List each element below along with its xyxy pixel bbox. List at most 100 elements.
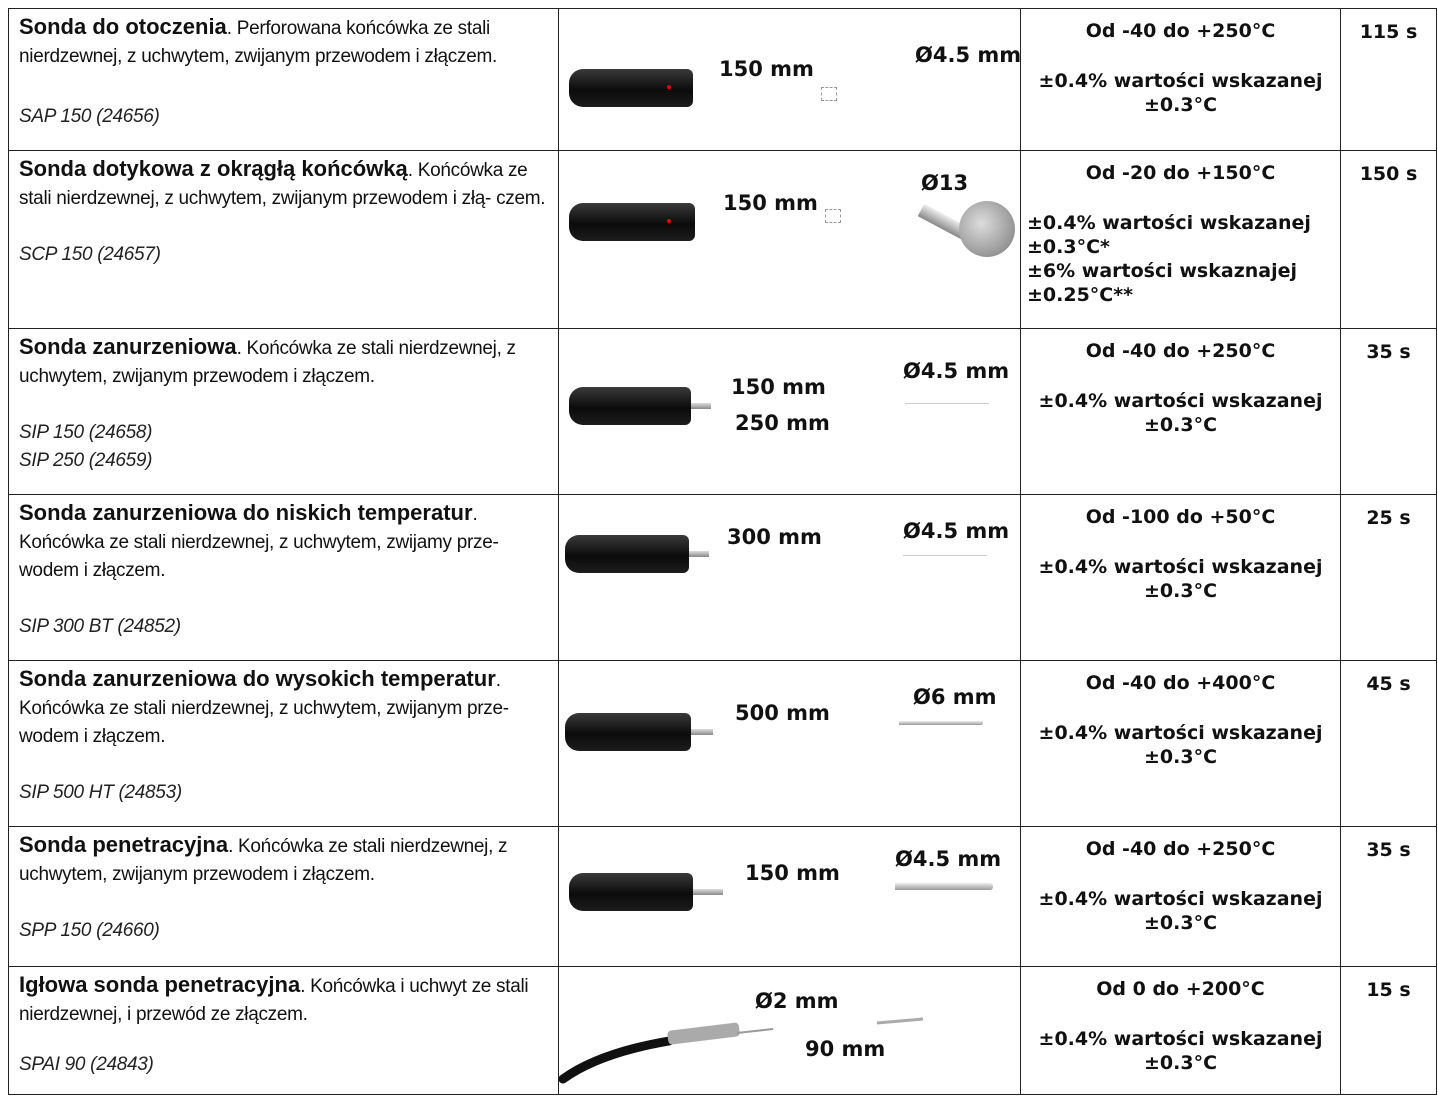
tip-image [689,551,709,557]
probe-desc-text: . Perforowana końcówka ze stali nierdzew… [19,18,497,67]
probe-illustration: Ø2 mm 90 mm [558,966,1021,1095]
response-time: 150 s [1340,150,1437,329]
table-row: Sonda zanurzeniowa. Końcówka ze stali ni… [8,328,1437,495]
spec-cell: Od -40 do +250°C ±0.4% wartości wskazane… [1020,8,1341,151]
length-label: 90 mm [805,1037,886,1061]
accuracy-line: ±0.4% wartości wskazanej [1038,556,1323,578]
probe-description: Sonda dotykowa z okrągłą końcówką. Końcó… [8,150,559,329]
probe-code: SIP 500 HT (24853) [19,782,182,803]
accuracy-line: ±6% wartości wskaznajej [1027,260,1298,282]
probe-desc-text: . Końcówka ze stali nierdzewnej, z uchwy… [19,160,546,209]
accuracy-line: ±0.4% wartości wskazanej [1038,722,1323,744]
diameter-label: Ø6 mm [913,685,997,709]
table-row: Sonda zanurzeniowa do wysokich temperatu… [8,660,1437,827]
length-label: 300 mm [727,525,822,549]
tip-image [691,729,713,735]
accuracy-line: ±0.3°C [1143,912,1218,934]
probe-handle-image [565,535,689,573]
probe-desc-text: . Końcówka ze stali nierdzewnej, z uchwy… [19,338,516,387]
spec-cell: Od -40 do +250°C ±0.4% wartości wskazane… [1020,328,1341,495]
tip-image [693,889,723,895]
needle-image [903,555,987,556]
spec-cell: Od -40 do +250°C ±0.4% wartości wskazane… [1020,826,1341,967]
probe-desc-text: . Końcówka ze stali nierdzewnej, z uchwy… [19,670,509,747]
length-label: 150 mm [731,375,826,399]
spec-cell: Od -20 do +150°C ±0.4% wartości wskazane… [1020,150,1341,329]
probe-name: Sonda zanurzeniowa do niskich temperatur [19,500,473,525]
probe-name: Sonda dotykowa z okrągłą końcówką [19,156,408,181]
probe-illustration: 150 mm Ø4.5 mm [558,826,1021,967]
accuracy-line: ±0.4% wartości wskazanej [1027,212,1311,234]
probe-illustration: 500 mm Ø6 mm [558,660,1021,827]
diameter-label: Ø4.5 mm [915,43,1021,67]
table-row: Sonda penetracyjna. Końcówka ze stali ni… [8,826,1437,967]
table-row: Sonda dotykowa z okrągłą końcówką. Końcó… [8,150,1437,329]
needle-image [905,403,989,404]
probe-code: SCP 150 (24657) [19,244,161,265]
needle-image [899,721,983,725]
probe-name: Sonda penetracyjna [19,832,229,857]
probe-code: SIP 150 (24658) [19,422,153,443]
tip-image [691,403,711,409]
probe-handle-image [569,873,693,911]
probe-handle-image [569,387,691,425]
table-row: Sonda zanurzeniowa do niskich temperatur… [8,494,1437,661]
temp-range: Od 0 do +200°C [1096,978,1265,1000]
tip-image [821,87,837,101]
probe-code: SAP 150 (24656) [19,106,160,127]
accuracy-line: ±0.3°C [1143,414,1218,436]
accuracy-line: ±0.3°C* [1027,236,1110,258]
accuracy-line: ±0.3°C [1143,746,1218,768]
response-time: 115 s [1340,8,1437,151]
probe-code: SIP 300 BT (24852) [19,616,181,637]
round-tip-image [959,201,1015,257]
probe-description: Sonda penetracyjna. Końcówka ze stali ni… [8,826,559,967]
probe-name: Sonda zanurzeniowa do wysokich temperatu… [19,666,496,691]
diameter-label: Ø4.5 mm [895,847,1002,871]
probe-handle-image [569,203,695,241]
probe-illustration: 150 mm Ø4.5 mm [558,8,1021,151]
probe-desc-text: . Końcówka ze stali nierdzewnej, z uchwy… [19,836,508,885]
response-time: 35 s [1340,826,1437,967]
probe-desc-text: . Końcówka i uchwyt ze stali nierdzewnej… [19,976,529,1025]
length-label: 150 mm [745,861,840,885]
response-time: 15 s [1340,966,1437,1095]
needle-image [895,883,993,890]
probe-spec-table: Sonda do otoczenia. Perforowana końcówka… [8,8,1437,1095]
temp-range: Od -20 do +150°C [1085,162,1276,184]
accuracy-line: ±0.4% wartości wskazanej [1038,1028,1323,1050]
spec-cell: Od 0 do +200°C ±0.4% wartości wskazanej … [1020,966,1341,1095]
accuracy-line: ±0.25°C** [1027,284,1134,306]
probe-description: Igłowa sonda penetracyjna. Końcówka i uc… [8,966,559,1095]
temp-range: Od -40 do +250°C [1085,20,1276,42]
tip-image [825,209,841,223]
accuracy-line: ±0.4% wartości wskazanej [1038,888,1323,910]
diameter-label: Ø4.5 mm [903,359,1010,383]
probe-name: Igłowa sonda penetracyjna [19,972,301,997]
length-label: 150 mm [719,57,814,81]
accuracy-line: ±0.4% wartości wskazanej [1038,390,1323,412]
accuracy-line: ±0.3°C [1143,94,1218,116]
probe-description: Sonda zanurzeniowa do wysokich temperatu… [8,660,559,827]
spec-cell: Od -100 do +50°C ±0.4% wartości wskazane… [1020,494,1341,661]
probe-description: Sonda zanurzeniowa do niskich temperatur… [8,494,559,661]
response-time: 35 s [1340,328,1437,495]
length-label: 250 mm [735,411,830,435]
probe-code: SPP 150 (24660) [19,920,160,941]
length-label: 150 mm [723,191,818,215]
accuracy-line: ±0.3°C [1143,580,1218,602]
probe-code: SIP 250 (24659) [19,450,153,471]
table-row: Sonda do otoczenia. Perforowana końcówka… [8,8,1437,151]
probe-desc-text: . Końcówka ze stali nierdzewnej, z uchwy… [19,504,499,581]
diameter-label: Ø13 [921,171,969,195]
spec-cell: Od -40 do +400°C ±0.4% wartości wskazane… [1020,660,1341,827]
temp-range: Od -40 do +250°C [1085,340,1276,362]
probe-illustration: 150 mm Ø13 [558,150,1021,329]
probe-code: SPAI 90 (24843) [19,1054,154,1075]
response-time: 25 s [1340,494,1437,661]
probe-handle-image [569,69,693,107]
probe-description: Sonda do otoczenia. Perforowana końcówka… [8,8,559,151]
probe-description: Sonda zanurzeniowa. Końcówka ze stali ni… [8,328,559,495]
needle-probe-image [559,1017,924,1084]
accuracy-line: ±0.4% wartości wskazanej [1038,70,1323,92]
